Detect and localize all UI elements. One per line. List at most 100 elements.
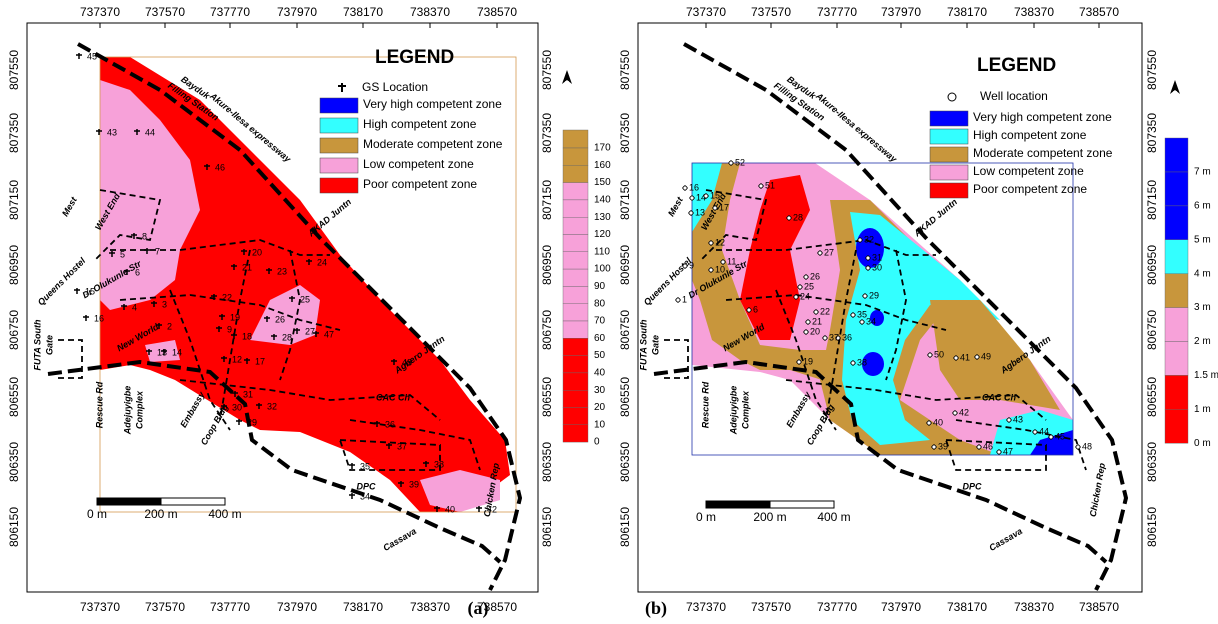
y-tick-label: 806550: [540, 377, 554, 417]
point-label: 29: [869, 290, 879, 300]
point-label: 32: [864, 234, 874, 244]
point-label: 16: [94, 313, 104, 323]
y-tick-label: 806550: [1145, 377, 1159, 417]
point-label: 13: [695, 207, 705, 217]
point-label: 47: [1003, 446, 1013, 456]
well-marker: [975, 355, 979, 359]
colorbar-segment: [563, 286, 588, 303]
legend-swatch: [930, 111, 968, 126]
place-label: Gate: [44, 335, 54, 355]
well-marker: [1076, 445, 1080, 449]
x-tick-label: 737970: [881, 600, 921, 614]
y-tick-label: 806150: [7, 507, 21, 547]
x-tick-label: 738570: [1079, 5, 1119, 19]
colorbar-label: 1 m: [1194, 404, 1211, 415]
colorbar-label: 20: [594, 402, 606, 413]
y-tick-label: 806750: [7, 310, 21, 350]
place-label: Complex: [134, 390, 144, 429]
colorbar-segment: [563, 252, 588, 269]
point-label: 21: [242, 262, 252, 272]
legend-label: Poor competent zone: [973, 182, 1087, 196]
point-label: 10: [715, 264, 725, 274]
place-label: Gate: [650, 335, 660, 355]
x-tick-label: 737770: [210, 5, 250, 19]
well-marker: [977, 445, 981, 449]
x-tick-label: 738170: [343, 5, 383, 19]
place-label: CAC Ch: [982, 392, 1016, 402]
well-marker: [1007, 418, 1011, 422]
point-label: 6: [753, 304, 758, 314]
legend-label: Low competent zone: [363, 157, 474, 171]
legend-title: LEGEND: [375, 47, 454, 68]
colorbar-label: 100: [594, 264, 611, 275]
colorbar-segment: [1165, 206, 1188, 240]
legend-label: High competent zone: [363, 117, 477, 131]
x-tick-label: 738370: [1014, 5, 1054, 19]
colorbar-segment: [563, 390, 588, 407]
well-marker: [997, 450, 1001, 454]
place-label: Adejuyigbe: [728, 386, 738, 436]
well-marker: [689, 211, 693, 215]
point-label: 50: [934, 349, 944, 359]
x-tick-label: 737370: [80, 5, 120, 19]
place-label: Rescue Rd: [94, 381, 104, 428]
y-tick-label: 806950: [1145, 245, 1159, 285]
point-label: 45: [87, 51, 97, 61]
point-label: 28: [282, 332, 292, 342]
x-tick-label: 738370: [1014, 600, 1054, 614]
point-label: 29: [247, 417, 257, 427]
colorbar-segment: [563, 235, 588, 252]
well-marker: [823, 336, 827, 340]
scale-label: 0 m: [696, 510, 716, 524]
point-label: 19: [230, 312, 240, 322]
colorbar-label: 110: [594, 246, 610, 257]
scale-bar: [97, 498, 161, 505]
point-label: 37: [829, 332, 839, 342]
colorbar-label: 120: [594, 229, 611, 240]
colorbar-label: 0: [594, 437, 600, 448]
point-label: 1: [682, 294, 687, 304]
point-label: 37: [397, 441, 407, 451]
colorbar-label: 140: [594, 195, 611, 206]
colorbar-segment: [563, 373, 588, 390]
point-label: 48: [1082, 441, 1092, 451]
y-tick-label: 807150: [618, 180, 632, 220]
well-marker: [690, 196, 694, 200]
place-label: FUTA South: [32, 319, 42, 370]
x-tick-label: 737770: [210, 600, 250, 614]
colorbar-label: 30: [594, 385, 606, 396]
point-label: 49: [981, 351, 991, 361]
y-tick-label: 806350: [7, 442, 21, 482]
colorbar-segment: [563, 269, 588, 286]
panel-label: (a): [468, 598, 489, 619]
point-label: 6: [135, 267, 140, 277]
well-marker: [866, 256, 870, 260]
point-label: 34: [360, 491, 370, 501]
point-label: 5: [120, 249, 125, 259]
x-tick-label: 737370: [686, 5, 726, 19]
colorbar-segment: [1165, 274, 1188, 308]
colorbar-segment: [563, 165, 588, 182]
legend-title: LEGEND: [977, 55, 1056, 76]
y-tick-label: 807150: [540, 180, 554, 220]
y-tick-label: 806950: [7, 245, 21, 285]
point-label: 40: [933, 417, 943, 427]
point-label: 51: [765, 180, 775, 190]
well-marker: [798, 285, 802, 289]
point-label: 46: [215, 162, 225, 172]
well-marker: [709, 268, 713, 272]
colorbar-segment: [563, 130, 588, 148]
point-label: 52: [735, 157, 745, 167]
point-label: 42: [487, 504, 497, 514]
y-tick-label: 806550: [618, 377, 632, 417]
point-label: 7: [155, 246, 160, 256]
colorbar-label: 40: [594, 368, 606, 379]
colorbar-label: 1.5 m: [1194, 370, 1218, 381]
x-tick-label: 737570: [751, 5, 791, 19]
place-label: Adejuyigbe: [122, 386, 132, 436]
x-tick-label: 738170: [947, 5, 987, 19]
y-tick-label: 806950: [540, 245, 554, 285]
y-tick-label: 806150: [618, 507, 632, 547]
point-label: 43: [107, 127, 117, 137]
well-marker: [932, 445, 936, 449]
